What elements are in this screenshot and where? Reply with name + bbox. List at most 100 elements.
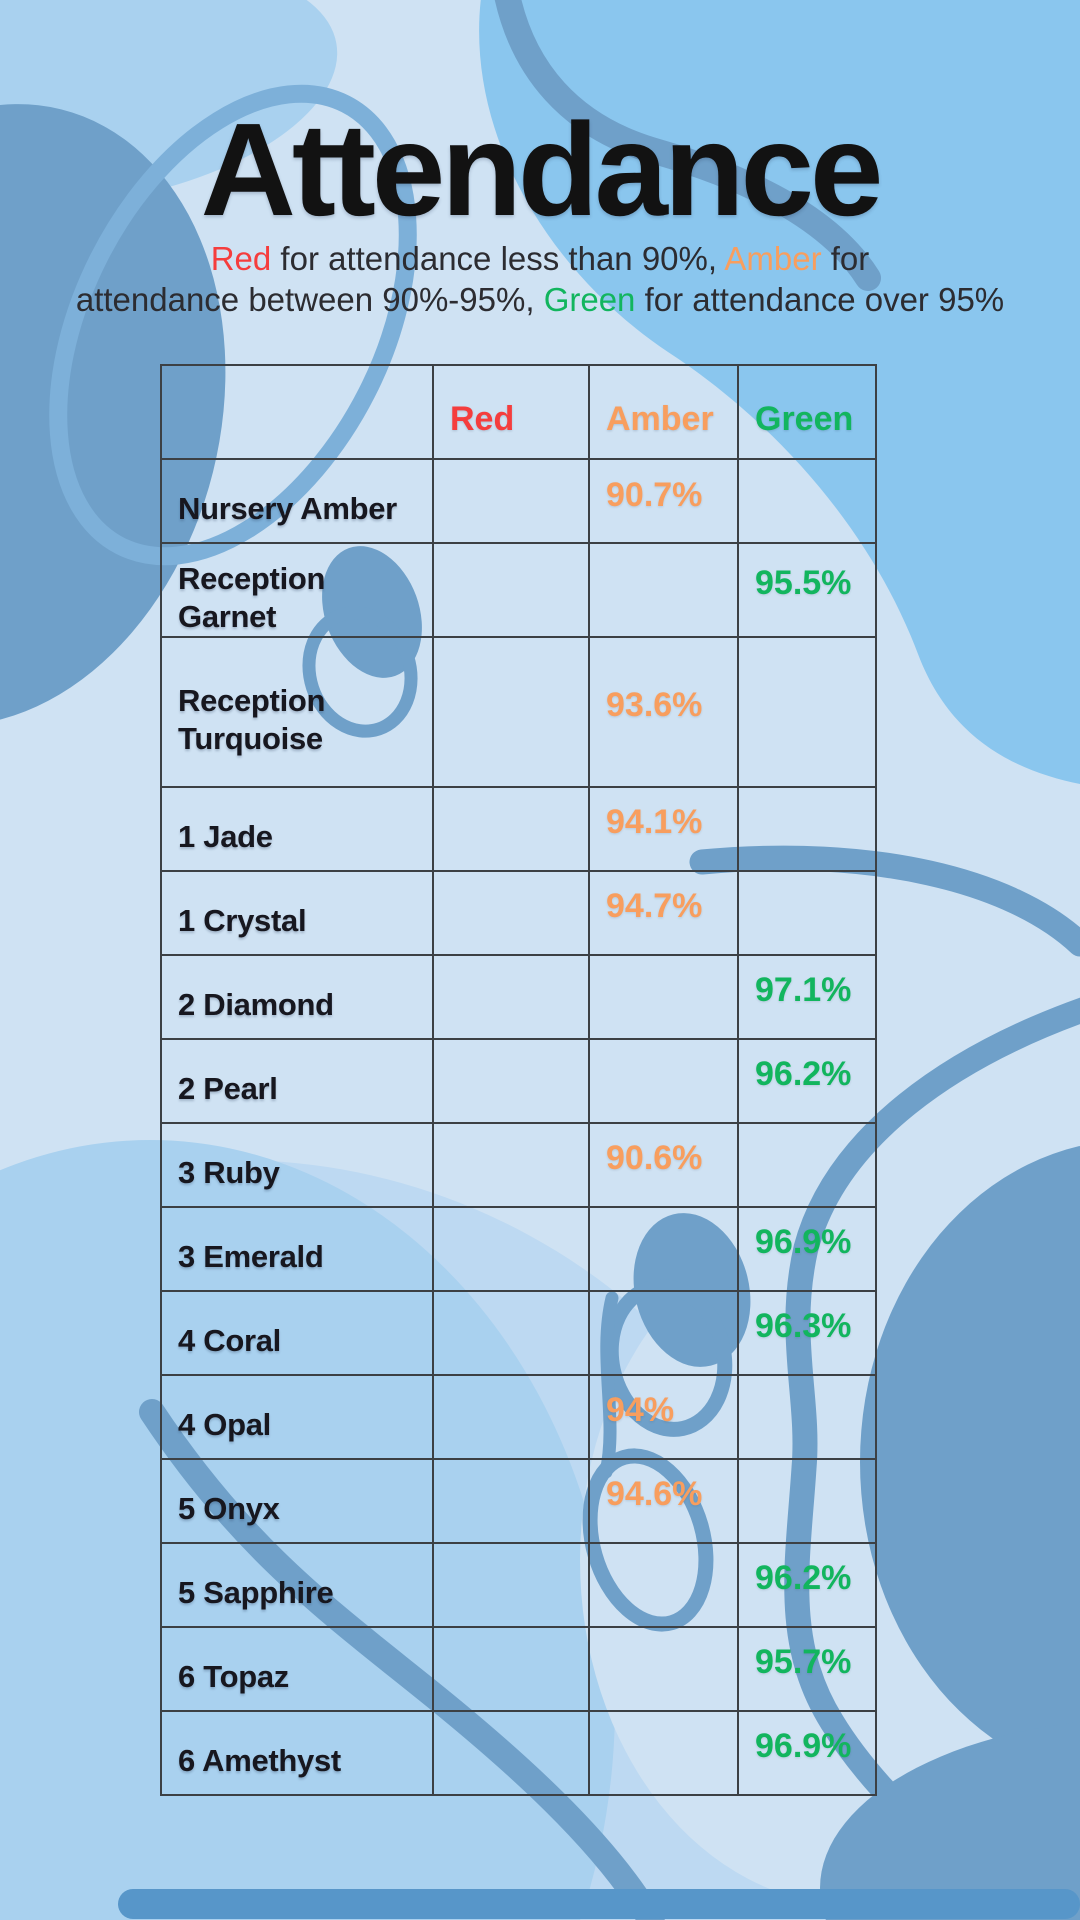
attendance-table: Red Amber Green Nursery Amber 90.7% Rece…: [160, 364, 877, 1796]
amber-value-cell: 94.7%: [588, 869, 739, 956]
table-row: 6 Topaz 95.7%: [160, 1625, 877, 1712]
green-value-cell: 96.3%: [737, 1289, 877, 1376]
decorative-blob-right: [860, 1146, 1080, 1778]
amber-value-cell: 94.1%: [588, 785, 739, 872]
green-value-cell: 95.5%: [737, 542, 877, 638]
subtitle-line-2: attendance between 90%-95%, Green for at…: [0, 279, 1080, 320]
decorative-squiggle-top: [494, 0, 881, 291]
amber-value-cell: [588, 542, 739, 638]
class-name-cell: 1 Jade: [160, 785, 434, 872]
amber-value-cell: [588, 953, 739, 1040]
table-body: Nursery Amber 90.7% Reception Garnet 95.…: [160, 458, 877, 1796]
red-value-cell: [432, 1037, 590, 1124]
red-value-cell: [432, 1289, 590, 1376]
header-row: Red Amber Green: [160, 364, 877, 460]
amber-value-cell: 93.6%: [588, 635, 739, 788]
amber-value-cell: [588, 1709, 739, 1796]
class-name-cell: 6 Amethyst: [160, 1709, 434, 1796]
red-value-cell: [432, 635, 590, 788]
subtitle-text: attendance between 90%-95%,: [75, 281, 544, 318]
subtitle: Red for attendance less than 90%, Amber …: [0, 238, 1080, 320]
legend-green-word: Green: [543, 281, 636, 318]
table-row: 3 Ruby 90.6%: [160, 1121, 877, 1208]
table-row: Reception Turquoise 93.6%: [160, 635, 877, 788]
table-row: 5 Sapphire 96.2%: [160, 1541, 877, 1628]
decorative-blob-bottom-right: [820, 1721, 1080, 1920]
decorative-band-bottom: [118, 1889, 1080, 1919]
class-name-cell: 4 Coral: [160, 1289, 434, 1376]
red-value-cell: [432, 1205, 590, 1292]
subtitle-text: for: [821, 240, 870, 277]
table-row: Reception Garnet 95.5%: [160, 542, 877, 638]
table-row: 6 Amethyst 96.9%: [160, 1709, 877, 1796]
table-header: Red Amber Green: [160, 364, 877, 460]
header-green: Green: [737, 364, 877, 460]
amber-value-cell: [588, 1289, 739, 1376]
green-value-cell: [737, 1457, 877, 1544]
table-row: 3 Emerald 96.9%: [160, 1205, 877, 1292]
green-value-cell: [737, 1373, 877, 1460]
red-value-cell: [432, 1625, 590, 1712]
red-value-cell: [432, 1121, 590, 1208]
amber-value-cell: 94.6%: [588, 1457, 739, 1544]
decorative-blob-top-left: [0, 0, 338, 206]
red-value-cell: [432, 458, 590, 544]
class-name-cell: Reception Turquoise: [160, 635, 434, 788]
class-name-cell: 1 Crystal: [160, 869, 434, 956]
legend-amber-word: Amber: [724, 240, 822, 277]
red-value-cell: [432, 542, 590, 638]
table-row: Nursery Amber 90.7%: [160, 458, 877, 544]
red-value-cell: [432, 1373, 590, 1460]
red-value-cell: [432, 785, 590, 872]
green-value-cell: [737, 1121, 877, 1208]
red-value-cell: [432, 869, 590, 956]
subtitle-text: for attendance less than 90%,: [271, 240, 725, 277]
green-value-cell: [737, 458, 877, 544]
red-value-cell: [432, 1457, 590, 1544]
class-name-cell: 3 Ruby: [160, 1121, 434, 1208]
green-value-cell: [737, 869, 877, 956]
table-row: 2 Pearl 96.2%: [160, 1037, 877, 1124]
legend-red-word: Red: [210, 240, 272, 277]
table-row: 1 Crystal 94.7%: [160, 869, 877, 956]
red-value-cell: [432, 1709, 590, 1796]
class-name-cell: 2 Pearl: [160, 1037, 434, 1124]
table-row: 5 Onyx 94.6%: [160, 1457, 877, 1544]
class-name-cell: 5 Onyx: [160, 1457, 434, 1544]
table-row: 4 Opal 94%: [160, 1373, 877, 1460]
amber-value-cell: [588, 1625, 739, 1712]
class-name-cell: Nursery Amber: [160, 458, 434, 544]
class-name-cell: 2 Diamond: [160, 953, 434, 1040]
class-name-cell: 3 Emerald: [160, 1205, 434, 1292]
amber-value-cell: [588, 1205, 739, 1292]
amber-value-cell: [588, 1541, 739, 1628]
green-value-cell: 96.9%: [737, 1205, 877, 1292]
amber-value-cell: 94%: [588, 1373, 739, 1460]
amber-value-cell: 90.7%: [588, 458, 739, 544]
red-value-cell: [432, 953, 590, 1040]
header-amber: Amber: [588, 364, 739, 460]
green-value-cell: 96.2%: [737, 1037, 877, 1124]
header-class-cell: [160, 364, 434, 460]
green-value-cell: 96.2%: [737, 1541, 877, 1628]
subtitle-text: for attendance over 95%: [635, 281, 1005, 318]
amber-value-cell: 90.6%: [588, 1121, 739, 1208]
green-value-cell: [737, 785, 877, 872]
class-name-cell: Reception Garnet: [160, 542, 434, 638]
green-value-cell: 97.1%: [737, 953, 877, 1040]
green-value-cell: [737, 635, 877, 788]
table-row: 4 Coral 96.3%: [160, 1289, 877, 1376]
subtitle-line-1: Red for attendance less than 90%, Amber …: [0, 238, 1080, 279]
green-value-cell: 96.9%: [737, 1709, 877, 1796]
table-row: 2 Diamond 97.1%: [160, 953, 877, 1040]
class-name-cell: 5 Sapphire: [160, 1541, 434, 1628]
amber-value-cell: [588, 1037, 739, 1124]
header-red: Red: [432, 364, 590, 460]
red-value-cell: [432, 1541, 590, 1628]
class-name-cell: 6 Topaz: [160, 1625, 434, 1712]
class-name-cell: 4 Opal: [160, 1373, 434, 1460]
page-title: Attendance: [200, 96, 884, 243]
table-row: 1 Jade 94.1%: [160, 785, 877, 872]
green-value-cell: 95.7%: [737, 1625, 877, 1712]
